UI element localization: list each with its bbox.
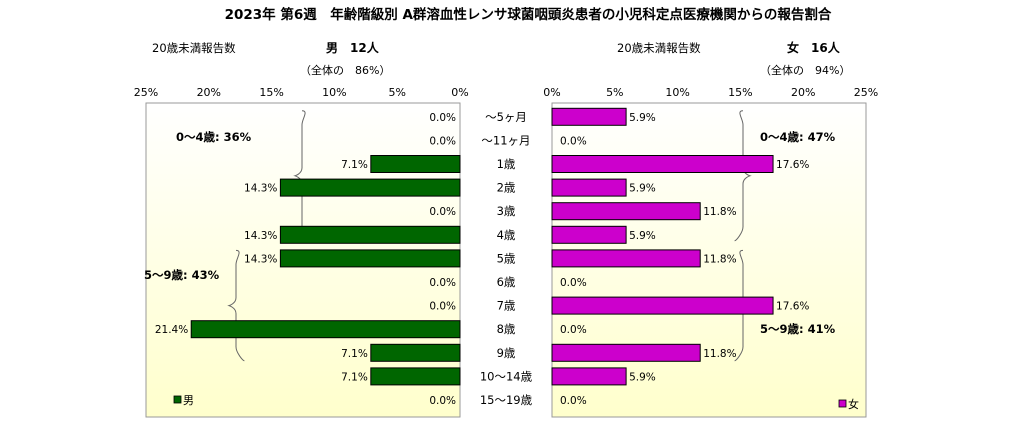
left-axis-tick-label: 0% [451, 86, 468, 99]
left-axis-tick-label: 5% [388, 86, 405, 99]
left-subtitle-label: 20歳未満報告数 [152, 41, 236, 55]
category-label: 2歳 [497, 181, 516, 195]
female-value-label: 11.8% [703, 348, 736, 360]
category-label: 1歳 [497, 157, 516, 171]
male-value-label: 14.3% [244, 183, 277, 195]
male-value-label: 14.3% [244, 253, 277, 265]
left-axis-tick-label: 20% [197, 86, 221, 99]
female-legend-swatch [838, 399, 847, 408]
right-bracket-0-4 [734, 110, 752, 242]
female-value-label: 17.6% [776, 301, 809, 313]
left-sex-count: 男 12人 [326, 40, 380, 55]
category-label: 6歳 [497, 275, 516, 289]
female-bar [551, 107, 627, 126]
left-axis-tick-label: 10% [322, 86, 346, 99]
female-value-label: 17.6% [776, 159, 809, 171]
female-value-label: 5.9% [629, 183, 656, 195]
female-bar [551, 367, 627, 386]
male-value-label: 0.0% [429, 206, 456, 218]
female-legend-label: 女 [848, 397, 859, 411]
male-value-label: 7.1% [341, 159, 368, 171]
male-legend-swatch [173, 395, 182, 404]
left-bracket-5-9-label: 5～9歳: 43% [144, 268, 220, 282]
male-value-label: 7.1% [341, 371, 368, 383]
right-axis-tick-label: 20% [791, 86, 815, 99]
chart-title: 2023年 第6週 年齢階級別 A群溶血性レンサ球菌咽頭炎患者の小児科定点医療機… [225, 6, 832, 23]
female-value-label: 0.0% [560, 395, 587, 407]
right-axis-tick-label: 15% [728, 86, 752, 99]
male-bar [279, 249, 461, 268]
left-axis-tick-label: 25% [134, 86, 158, 99]
female-bar [551, 178, 627, 197]
category-label: 15～19歳 [480, 393, 533, 407]
female-bar [551, 225, 627, 244]
left-bracket-5-9 [227, 249, 245, 362]
left-axis-tick-label: 15% [259, 86, 283, 99]
right-subtitle-label: 20歳未満報告数 [617, 41, 701, 55]
male-bar [279, 225, 461, 244]
male-legend-label: 男 [183, 394, 194, 407]
right-overall-share: （全体の 94%） [760, 63, 850, 77]
category-label: 5歳 [497, 251, 516, 265]
female-value-label: 5.9% [629, 112, 656, 124]
male-value-label: 0.0% [429, 277, 456, 289]
female-bar [551, 249, 701, 268]
female-value-label: 0.0% [560, 324, 587, 336]
female-value-label: 0.0% [560, 135, 587, 147]
male-bar [370, 155, 461, 173]
male-value-label: 21.4% [155, 324, 188, 336]
male-value-label: 7.1% [341, 348, 368, 360]
category-label: ～11ヶ月 [481, 133, 530, 147]
female-value-label: 5.9% [629, 371, 656, 383]
right-bracket-5-9-label: 5～9歳: 41% [760, 322, 836, 336]
category-label: 4歳 [497, 228, 516, 242]
male-value-label: 14.3% [244, 230, 277, 242]
right-axis-tick-label: 0% [543, 86, 560, 99]
female-value-label: 11.8% [703, 206, 736, 218]
female-value-label: 0.0% [560, 277, 587, 289]
female-bar [551, 155, 774, 173]
category-label: 9歳 [497, 346, 516, 360]
category-label: 8歳 [497, 322, 516, 336]
category-label: 7歳 [497, 299, 516, 313]
female-value-label: 5.9% [629, 230, 656, 242]
female-value-label: 11.8% [703, 253, 736, 265]
female-bar [551, 202, 701, 221]
male-bar [370, 367, 461, 386]
male-value-label: 0.0% [429, 135, 456, 147]
male-bar [190, 320, 461, 339]
left-bracket-0-4-label: 0～4歳: 36% [176, 130, 252, 144]
male-value-label: 0.0% [429, 395, 456, 407]
category-label: ～5ヶ月 [485, 110, 527, 124]
female-bar [551, 343, 701, 362]
category-label: 3歳 [497, 204, 516, 218]
male-bar [279, 178, 461, 197]
left-overall-share: （全体の 86%） [300, 63, 390, 77]
right-bracket-0-4-label: 0～4歳: 47% [760, 130, 836, 144]
female-bar [551, 296, 774, 315]
right-sex-count: 女 16人 [787, 40, 841, 55]
right-axis-tick-label: 5% [606, 86, 623, 99]
category-label: 10～14歳 [480, 369, 533, 383]
male-value-label: 0.0% [429, 301, 456, 313]
male-bar [370, 343, 461, 362]
male-value-label: 0.0% [429, 112, 456, 124]
right-axis-tick-label: 25% [854, 86, 878, 99]
right-axis-tick-label: 10% [665, 86, 689, 99]
